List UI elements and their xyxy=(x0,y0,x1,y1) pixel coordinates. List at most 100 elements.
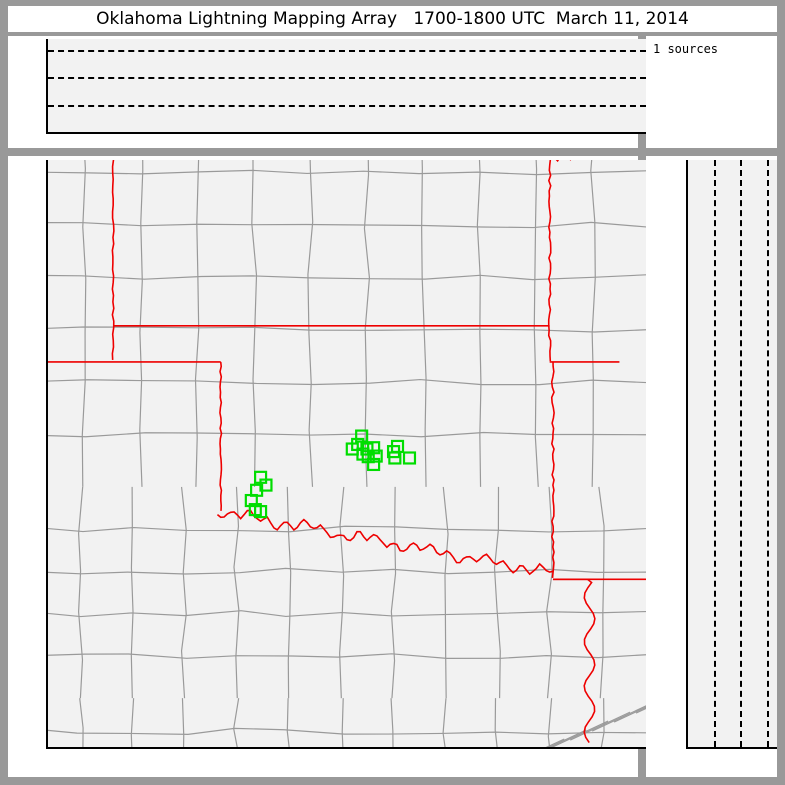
county-boundary xyxy=(251,160,258,487)
plan-view-map-plot[interactable]: -400.0 -300.0 -200.0 -100.0 0 100.0 200.0 300.0… xyxy=(46,160,646,749)
vhf-source-marker xyxy=(355,429,369,443)
state-boundary xyxy=(553,578,596,743)
county-boundary xyxy=(442,486,449,699)
y-tick-label: -200.0 xyxy=(46,573,48,586)
vhf-source-marker xyxy=(369,449,383,463)
y-tick-label: -400.0 xyxy=(46,702,48,715)
county-boundary xyxy=(48,221,646,229)
county-boundary xyxy=(551,720,609,747)
y-tick-label: 100.0 xyxy=(46,379,48,392)
gridline-y xyxy=(48,77,646,80)
x-tick-mark xyxy=(420,747,422,749)
x-tick-mark xyxy=(740,747,742,749)
page-title: Oklahoma Lightning Mapping Array 1700-18… xyxy=(96,9,689,29)
county-boundary xyxy=(130,698,135,747)
county-boundary xyxy=(598,486,605,699)
vhf-source-marker xyxy=(254,505,268,519)
county-boundary xyxy=(48,567,646,575)
county-boundary xyxy=(390,698,394,747)
county-boundary xyxy=(493,486,501,699)
county-boundary xyxy=(139,160,144,487)
x-tick-mark xyxy=(619,132,621,134)
altitude-vs-east-west-plot[interactable]: 0 5.0 10.0 15.0 -400.0 -300.0 -200.0 -100.0 0 100… xyxy=(46,39,646,134)
county-boundary xyxy=(307,160,314,487)
gridline-x xyxy=(766,160,769,747)
x-tick-mark xyxy=(221,132,223,134)
y-tick-label: 400.0 xyxy=(46,186,48,199)
gridline-x xyxy=(740,160,743,747)
x-tick-label: 300.0 xyxy=(536,132,569,134)
x-tick-mark xyxy=(88,132,90,134)
county-boundary xyxy=(48,727,646,735)
county-boundary xyxy=(233,486,240,699)
county-boundary xyxy=(590,160,596,487)
gridline-x xyxy=(714,160,717,747)
y-tick-label: 300.0 xyxy=(686,250,688,263)
y-tick-label: -100.0 xyxy=(686,508,688,521)
x-tick-label: 300.0 xyxy=(536,747,569,749)
y-tick-label: -400.0 xyxy=(686,702,688,715)
county-boundary xyxy=(81,160,87,487)
county-boundary xyxy=(48,378,646,386)
altitude-vs-north-south-plot[interactable]: -400.0 -300.0 -200.0 -100.0 0 100.0 200.0 300.0… xyxy=(686,160,777,749)
y-tick-label: 300.0 xyxy=(46,250,48,263)
county-boundary xyxy=(181,698,185,747)
x-tick-label: -200.0 xyxy=(201,132,241,134)
county-boundary xyxy=(548,729,587,747)
vhf-source-marker xyxy=(367,457,381,472)
x-tick-label: 100.0 xyxy=(404,747,437,749)
top-plot-points-layer xyxy=(48,39,646,132)
x-tick-label: -100.0 xyxy=(267,747,307,749)
x-tick-mark xyxy=(688,747,690,749)
county-boundary xyxy=(48,525,646,533)
gridline-y xyxy=(48,49,646,52)
x-tick-label: -300.0 xyxy=(134,132,174,134)
y-tick-label: 0 xyxy=(686,444,688,457)
y-tick-label: -300.0 xyxy=(46,637,48,650)
county-boundary xyxy=(546,486,553,699)
vhf-source-marker xyxy=(388,451,402,465)
x-tick-mark xyxy=(714,747,716,749)
title-bar: Oklahoma Lightning Mapping Array 1700-18… xyxy=(8,6,777,32)
x-tick-mark xyxy=(619,747,621,749)
x-tick-label: 200.0 xyxy=(470,747,503,749)
x-tick-label: 100.0 xyxy=(404,132,437,134)
map-source-markers-layer xyxy=(244,429,417,519)
state-boundary xyxy=(550,361,555,579)
county-boundary xyxy=(421,160,427,487)
x-tick-mark xyxy=(88,747,90,749)
y-tick-label: 200.0 xyxy=(686,315,688,328)
state-boundary xyxy=(219,361,223,511)
county-boundary xyxy=(442,698,447,747)
x-tick-mark xyxy=(354,132,356,134)
x-tick-label: -300.0 xyxy=(134,747,174,749)
sources-count-label: 1 sources xyxy=(653,42,719,56)
county-boundary xyxy=(48,653,646,659)
altitude-vs-east-west-panel: 0 5.0 10.0 15.0 -400.0 -300.0 -200.0 -100.0 0 100… xyxy=(8,36,646,148)
y-tick-label: 0 xyxy=(46,444,48,457)
county-boundary xyxy=(286,698,290,747)
x-tick-mark xyxy=(154,132,156,134)
county-boundary xyxy=(79,698,84,747)
county-boundary xyxy=(570,711,631,741)
x-tick-mark xyxy=(287,132,289,134)
x-tick-mark xyxy=(487,132,489,134)
altitude-vs-north-south-panel: -400.0 -300.0 -200.0 -100.0 0 100.0 200.0 300.0… xyxy=(646,156,777,777)
y-tick-label: 200.0 xyxy=(46,315,48,328)
y-tick-label: 15.0 xyxy=(46,43,48,56)
x-tick-label: -400.0 xyxy=(68,132,108,134)
county-boundary xyxy=(547,698,553,747)
x-tick-label: 0 xyxy=(350,747,357,749)
county-boundary xyxy=(339,486,345,699)
county-boundary xyxy=(130,486,134,699)
county-boundary xyxy=(48,274,646,281)
county-boundary xyxy=(613,706,646,723)
county-boundary xyxy=(600,698,605,747)
x-tick-mark xyxy=(767,747,769,749)
x-tick-label: 10.0 xyxy=(727,747,754,749)
x-tick-mark xyxy=(553,747,555,749)
plan-view-map-panel: -400.0 -300.0 -200.0 -100.0 0 100.0 200.0 300.0… xyxy=(8,156,646,777)
x-tick-mark xyxy=(553,132,555,134)
y-tick-label: 400.0 xyxy=(686,186,688,199)
county-boundary xyxy=(390,486,397,699)
